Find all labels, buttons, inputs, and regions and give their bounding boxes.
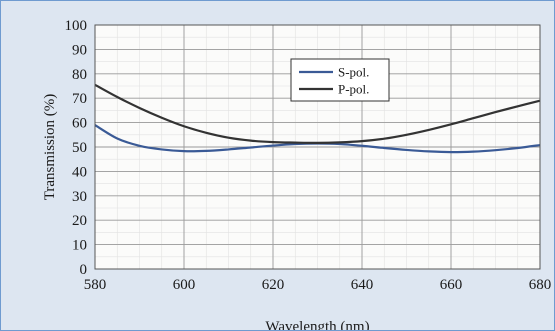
series-layer (94, 83, 541, 154)
x-tick-label: 660 (440, 277, 463, 293)
y-tick-labels: 0 10 20 30 40 50 60 70 80 90 100 (65, 18, 88, 278)
y-tick-label: 0 (80, 262, 88, 278)
x-tick-label: 620 (262, 277, 285, 293)
y-tick-label: 100 (65, 18, 88, 34)
x-tick-label: 600 (173, 277, 196, 293)
legend-label: S-pol. (338, 65, 369, 80)
legend-box (290, 58, 390, 102)
x-tick-label: 680 (529, 277, 552, 293)
y-tick-label: 10 (72, 238, 87, 254)
y-tick-label: 60 (72, 116, 87, 132)
y-tick-label: 80 (72, 67, 87, 83)
series-line-p-pol (94, 83, 541, 144)
x-tick-labels: 580 600 620 640 660 680 (84, 277, 552, 293)
x-tick-label: 640 (351, 277, 374, 293)
y-tick-label: 20 (72, 213, 87, 229)
y-tick-label: 90 (72, 42, 87, 58)
x-axis-title: Wavelength (nm) (265, 319, 369, 330)
y-tick-label: 40 (72, 164, 87, 180)
legend: S-pol. P-pol. (290, 58, 390, 102)
legend-label: P-pol. (338, 82, 369, 97)
y-tick-label: 50 (72, 140, 87, 156)
y-axis-title: Transmission (%) (42, 94, 58, 201)
y-tick-label: 30 (72, 189, 87, 205)
x-tick-label: 580 (84, 277, 107, 293)
y-tick-label: 70 (72, 91, 87, 107)
plot-border (94, 24, 541, 270)
